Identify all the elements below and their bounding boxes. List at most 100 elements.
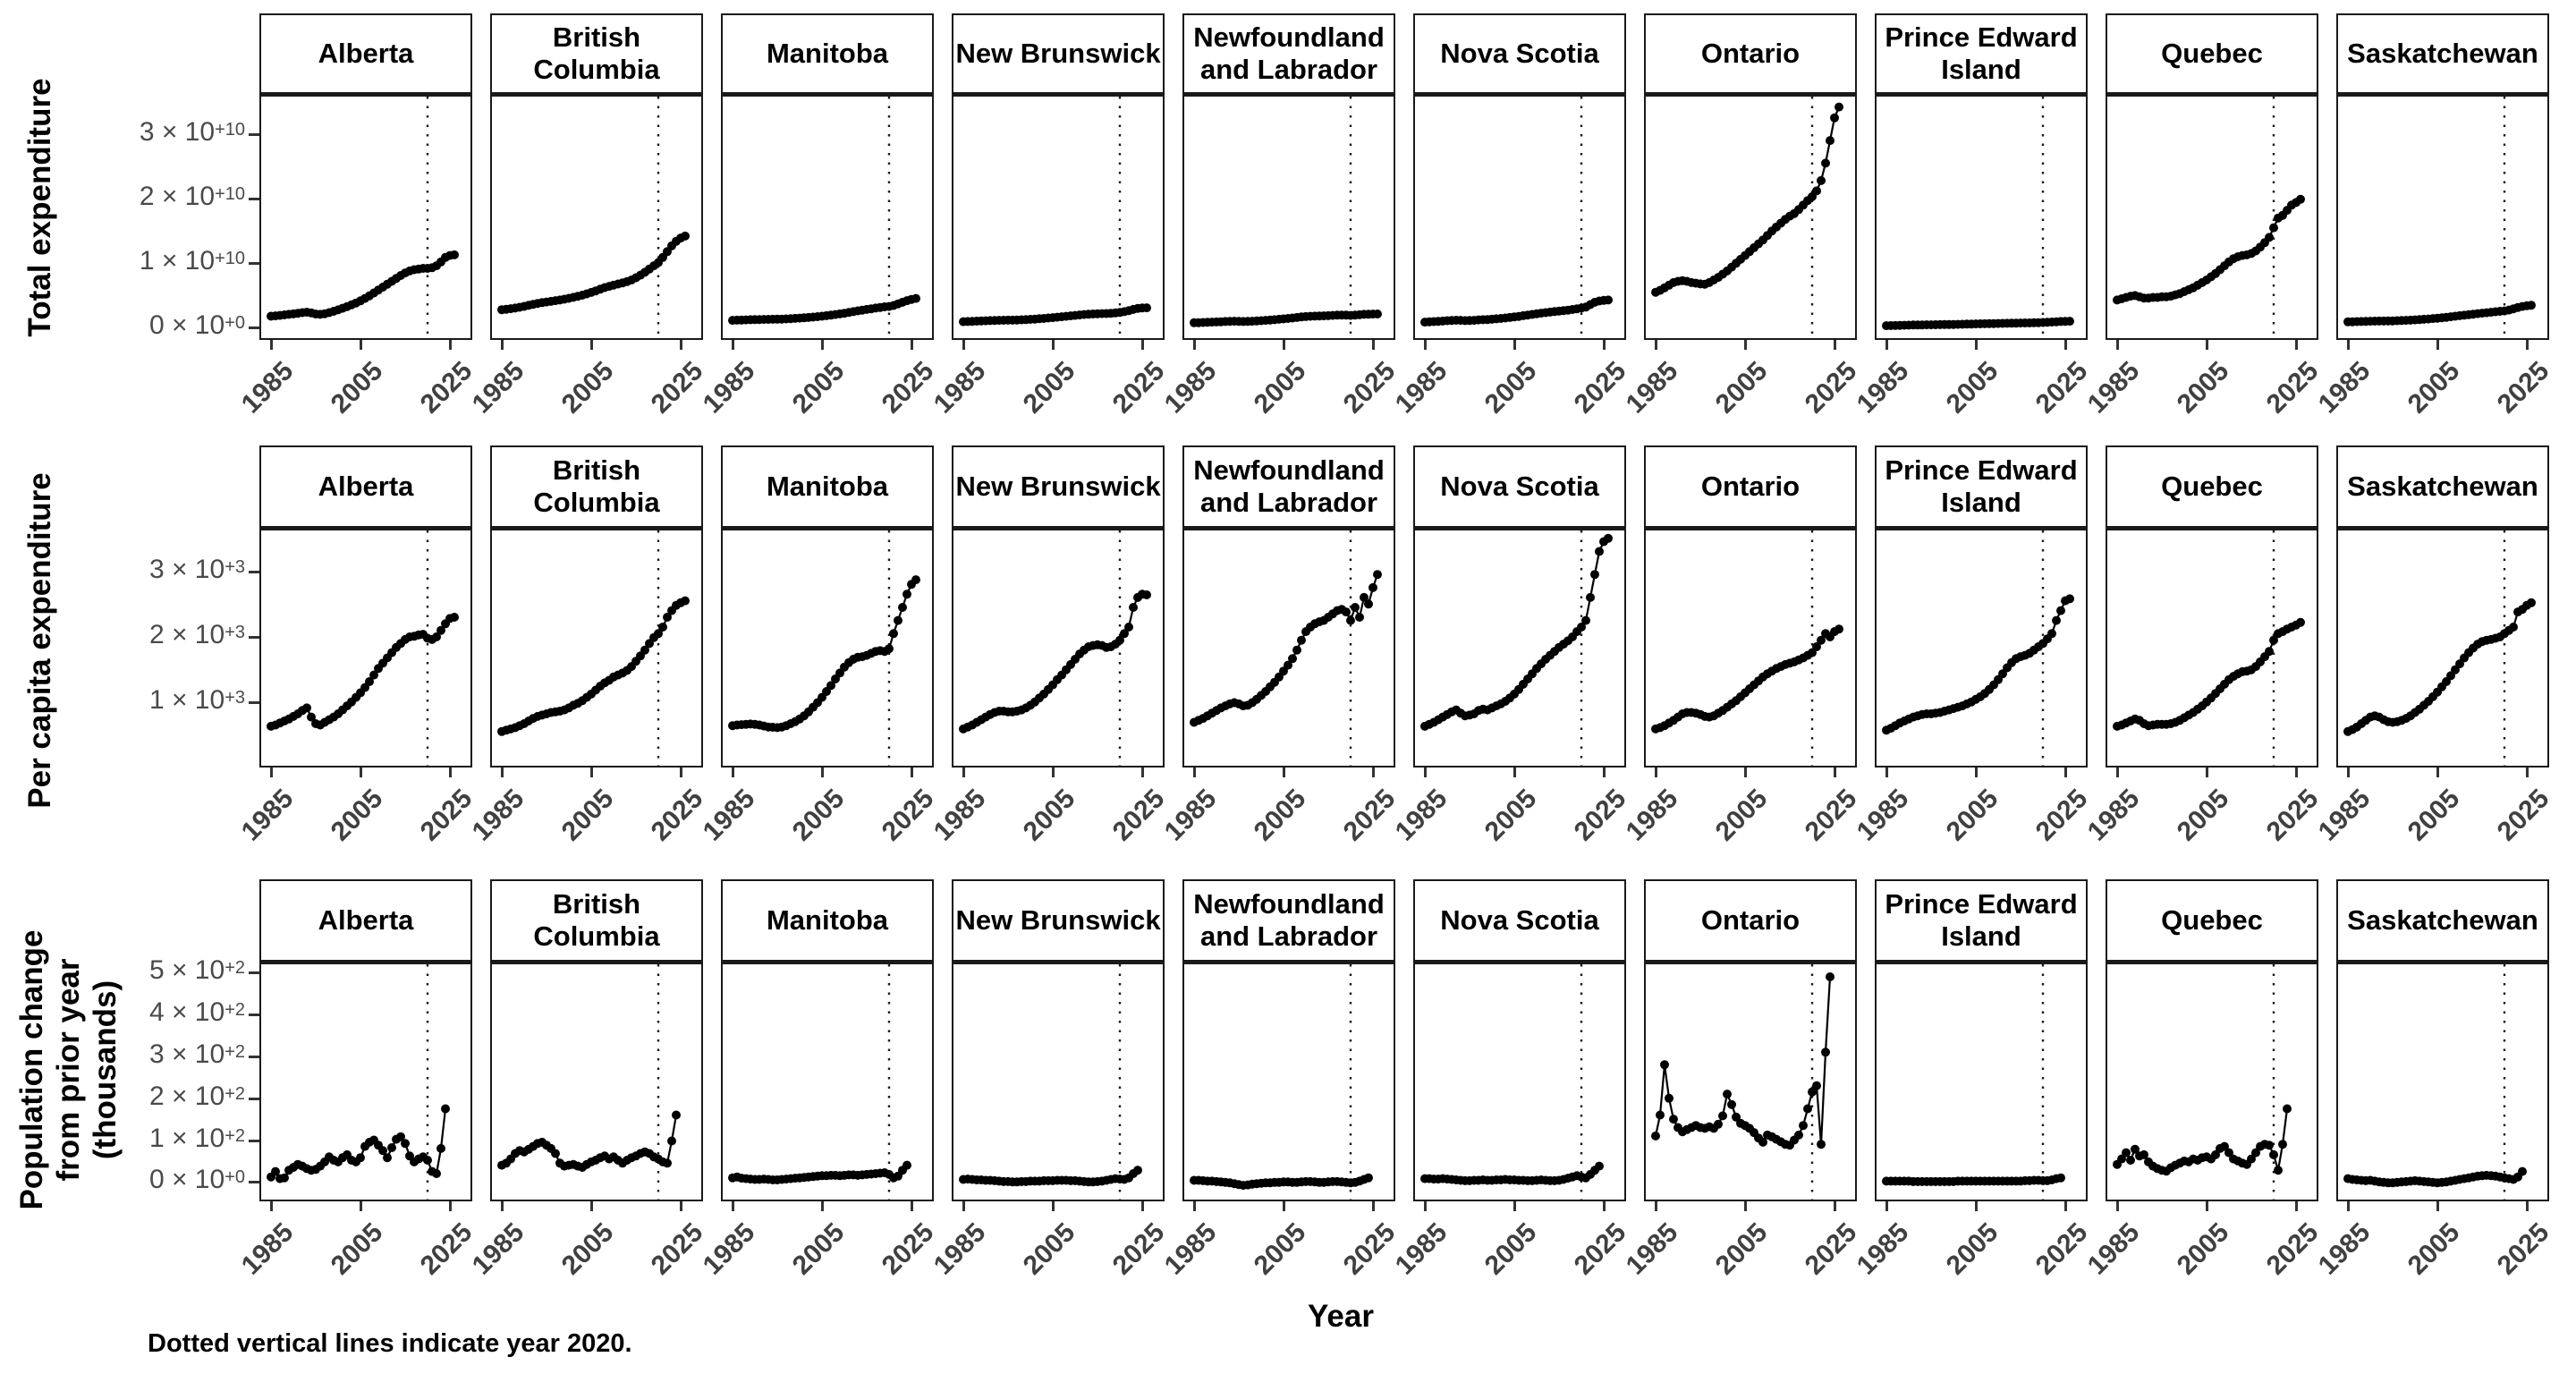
x-tick-label: 1985 [466,1217,530,1281]
data-point [1830,113,1839,123]
facet-chart [1651,964,1835,1200]
data-point [1718,1111,1727,1121]
x-tick-mark [910,768,913,777]
x-tick-mark [1371,340,1375,350]
data-point [369,670,378,680]
facet-strip-label: New Brunswick [955,471,1161,502]
x-tick-label: 2005 [2402,784,2466,847]
x-tick-mark [1282,768,1285,777]
x-tick-mark [448,340,452,350]
x-tick-mark [1140,340,1144,350]
y-tick-mark [249,570,259,573]
x-tick-label: 2025 [2491,1217,2555,1281]
data-point [271,1166,280,1176]
x-tick-label: 1985 [235,784,300,847]
data-point [280,1173,289,1183]
x-tick-mark [731,768,734,777]
facet-panel [2336,962,2549,1201]
x-tick-label: 2025 [645,1217,709,1281]
data-point [889,629,898,639]
facet-panel [1413,962,1626,1201]
facet-panel [2336,94,2549,340]
x-tick-label: 2025 [645,356,709,420]
facet-strip-label: Nova Scotia [1440,471,1599,502]
facet-strip-new-brunswick: New Brunswick [952,879,1165,962]
data-point [2140,1149,2148,1159]
data-point [1124,623,1133,632]
x-tick-mark [1513,768,1516,777]
x-tick-mark [1743,1201,1747,1211]
data-point [911,293,920,303]
data-point [1284,660,1292,670]
x-tick-mark [500,1201,504,1211]
data-point [1288,654,1297,664]
x-tick-mark [1974,768,1978,777]
x-tick-label: 1985 [2081,1217,2146,1281]
data-point [1812,642,1821,651]
facet-strip-label: New Brunswick [955,904,1161,936]
x-tick-label: 2025 [876,784,940,847]
y-tick-mark [249,198,259,201]
facet-strip-new-brunswick: New Brunswick [952,445,1165,528]
x-tick-mark [2205,340,2208,350]
data-point [2065,594,2074,604]
facet-chart [1882,530,2074,766]
x-tick-label: 1985 [928,1217,992,1281]
data-point [1812,1081,1821,1090]
x-tick-label: 2005 [1248,1217,1312,1281]
x-tick-label: 2025 [1799,356,1863,420]
x-tick-label: 1985 [1389,1217,1453,1281]
x-tick-label: 2025 [2491,356,2555,420]
x-tick-label: 2025 [2029,356,2094,420]
x-tick-label: 1985 [697,784,761,847]
facet-panel [952,94,1165,340]
data-point [1595,547,1604,556]
x-tick-label: 1985 [1158,784,1223,847]
x-tick-mark [1051,1201,1055,1211]
data-point [1656,1110,1665,1120]
x-tick-label: 2025 [414,356,479,420]
x-tick-mark [2205,768,2208,777]
data-point [2056,606,2065,615]
facet-strip-label: Ontario [1700,471,1801,502]
facet-chart [1651,530,1843,766]
x-tick-mark [1885,768,1888,777]
facet-chart [1651,97,1843,338]
data-point [2296,194,2305,204]
data-point [1835,624,1843,634]
data-point [1346,615,1355,625]
x-tick-label: 2005 [1940,784,2004,847]
data-point [1817,175,1826,185]
facet-strip-label: Alberta [318,904,414,936]
data-point [885,644,894,654]
x-tick-label: 2025 [2029,784,2094,847]
x-tick-label: 2005 [2402,1217,2466,1281]
y-tick-label: 2 × 10+10 [139,182,245,212]
facet-panel [1644,528,1857,768]
x-tick-label: 2005 [325,1217,389,1281]
x-tick-label: 2005 [1479,784,1543,847]
x-tick-mark [589,1201,593,1211]
facet-strip-nova-scotia: Nova Scotia [1413,445,1626,528]
data-point [2283,1104,2292,1114]
x-tick-label: 1985 [466,356,530,420]
data-point [1803,1104,1812,1114]
facet-panel [259,94,472,340]
data-point [1665,1093,1674,1103]
facet-chart [267,97,459,338]
data-point [1292,645,1301,655]
data-point [2296,617,2305,627]
y-tick-label: 1 × 10+10 [139,246,245,276]
x-tick-mark [1743,768,1747,777]
facet-panel [721,962,934,1201]
data-point [2269,223,2278,233]
facet-panel [721,94,934,340]
data-point [2251,1148,2260,1158]
facet-chart [959,530,1151,766]
data-point [1821,158,1830,168]
x-tick-mark [2294,768,2298,777]
data-point [667,1136,676,1146]
data-point [436,1143,445,1153]
facet-panel [1413,94,1626,340]
